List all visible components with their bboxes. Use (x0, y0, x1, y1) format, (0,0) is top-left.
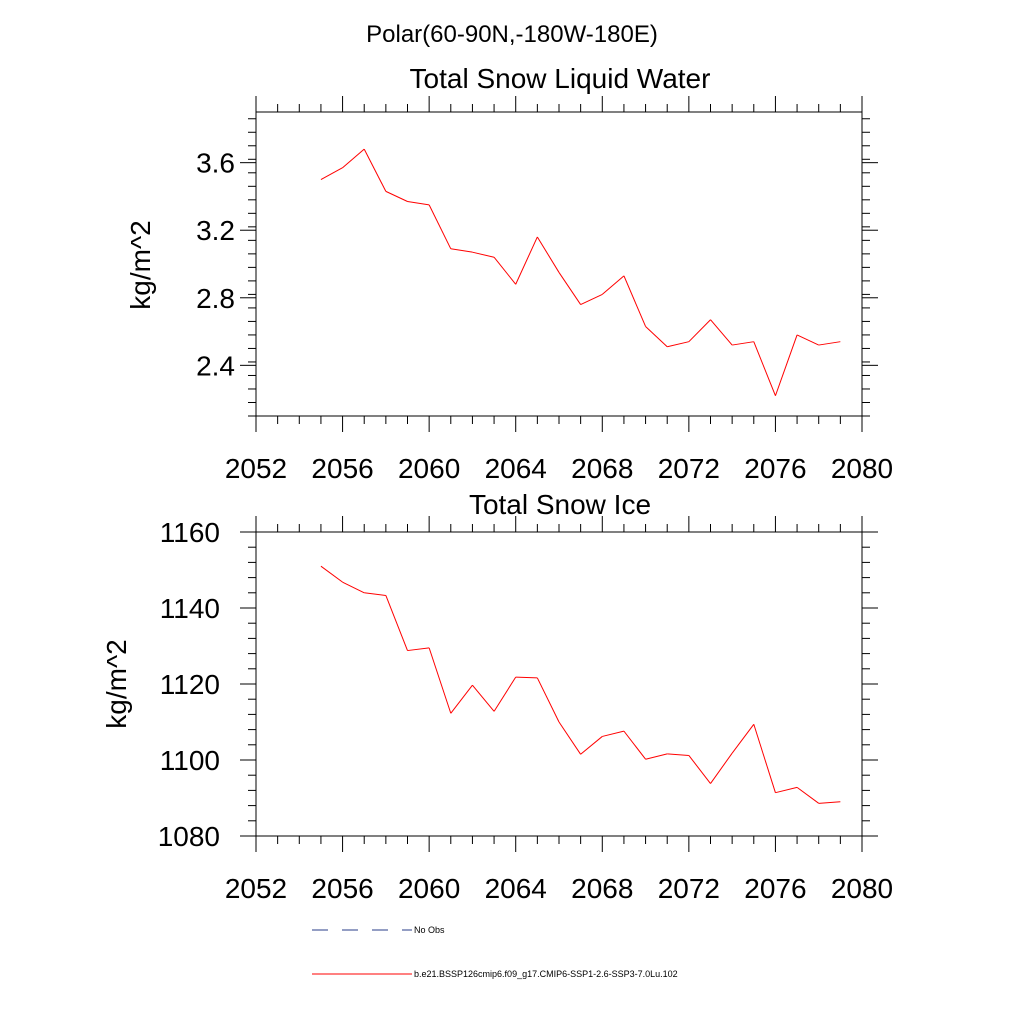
series-segment (818, 801, 841, 804)
series-segment (558, 272, 582, 305)
x-tick-label: 2064 (485, 873, 547, 904)
series-segment (536, 236, 560, 273)
series-segment (558, 721, 582, 755)
x-tick-label: 2056 (311, 453, 373, 484)
series-segment (580, 736, 603, 755)
x-tick-label: 2076 (744, 453, 806, 484)
series-segment (364, 592, 386, 596)
plot-frame (255, 531, 863, 837)
y-tick-label: 1160 (160, 517, 220, 548)
series-segment (645, 326, 668, 348)
series-segment (688, 755, 711, 784)
y-axis-label: kg/m^2 (101, 639, 132, 728)
y-tick-label: 2.8 (196, 283, 235, 314)
x-tick-label: 2060 (398, 873, 460, 904)
series-segment (775, 786, 798, 794)
x-tick-label: 2064 (485, 453, 547, 484)
series-segment (428, 647, 452, 714)
x-tick-label: 2056 (311, 873, 373, 904)
series-segment (667, 753, 689, 756)
series-segment (536, 677, 560, 723)
series-segment (363, 148, 387, 192)
series-segment (515, 676, 538, 679)
series-segment (623, 730, 646, 760)
series-segment (796, 786, 820, 804)
series-segment (450, 684, 473, 714)
series-segment (385, 595, 408, 651)
series-segment (407, 647, 430, 652)
plot-frame (255, 111, 863, 417)
series-segment (818, 341, 841, 346)
x-tick-label: 2068 (571, 453, 633, 484)
series-segment (731, 723, 755, 754)
y-tick-label: 3.2 (196, 215, 235, 246)
y-axis-label: kg/m^2 (125, 220, 156, 309)
x-tick-label: 2068 (571, 873, 633, 904)
x-tick-label: 2060 (398, 453, 460, 484)
series-segment (385, 190, 408, 202)
x-tick-label: 2052 (225, 873, 287, 904)
legend-series-label: b.e21.BSSP126cmip6.f09_g17.CMIP6-SSP1-2.… (414, 969, 678, 979)
series-segment (753, 341, 776, 396)
legend-no-obs-label: No Obs (414, 925, 445, 935)
series-segment (688, 319, 711, 343)
x-tick-label: 2072 (658, 873, 720, 904)
x-tick-label: 2052 (225, 453, 287, 484)
series-segment (753, 724, 776, 793)
y-tick-label: 1100 (160, 745, 220, 776)
series-segment (320, 565, 343, 583)
series-segment (732, 341, 754, 346)
y-tick-label: 1080 (158, 821, 220, 852)
y-tick-label: 3.6 (196, 148, 235, 179)
snow-liquid-water-panel: Total Snow Liquid Water kg/m^2 2052 2056 2… (125, 63, 893, 484)
snow-ice-panel: Total Snow Ice kg/m^2 2052 2056 2060 2064 20… (101, 489, 893, 904)
x-tick-label: 2080 (831, 873, 893, 904)
x-tick-label: 2080 (831, 453, 893, 484)
series-segment (774, 334, 798, 396)
series-segment (472, 251, 495, 258)
series-segment (342, 581, 365, 594)
series-segment (450, 248, 473, 253)
series-segment (601, 275, 625, 295)
series-segment (515, 236, 538, 285)
series-segment (645, 753, 668, 760)
series-segment (710, 752, 733, 784)
series-segment (667, 341, 689, 348)
chart-title: Total Snow Ice (469, 489, 651, 520)
series-segment (580, 293, 603, 305)
series-segment (623, 275, 647, 327)
series-segment (407, 201, 430, 206)
series-segment (710, 319, 733, 346)
y-tick-label: 2.4 (196, 350, 235, 381)
series-segment (342, 148, 365, 169)
series-segment (428, 204, 452, 250)
x-tick-label: 2072 (658, 453, 720, 484)
series-segment (796, 334, 819, 346)
y-tick-label: 1140 (160, 593, 220, 624)
legend: No Obs b.e21.BSSP126cmip6.f09_g17.CMIP6-… (312, 925, 678, 979)
series-segment (493, 256, 517, 285)
x-tick-label: 2076 (744, 873, 806, 904)
y-tick-label: 1120 (160, 669, 220, 700)
series-segment (493, 676, 517, 712)
chart-title: Total Snow Liquid Water (410, 63, 711, 94)
series-segment (320, 167, 343, 180)
series-segment (602, 730, 625, 737)
series-segment (472, 684, 495, 712)
page-title: Polar(60-90N,-180W-180E) (366, 21, 658, 48)
